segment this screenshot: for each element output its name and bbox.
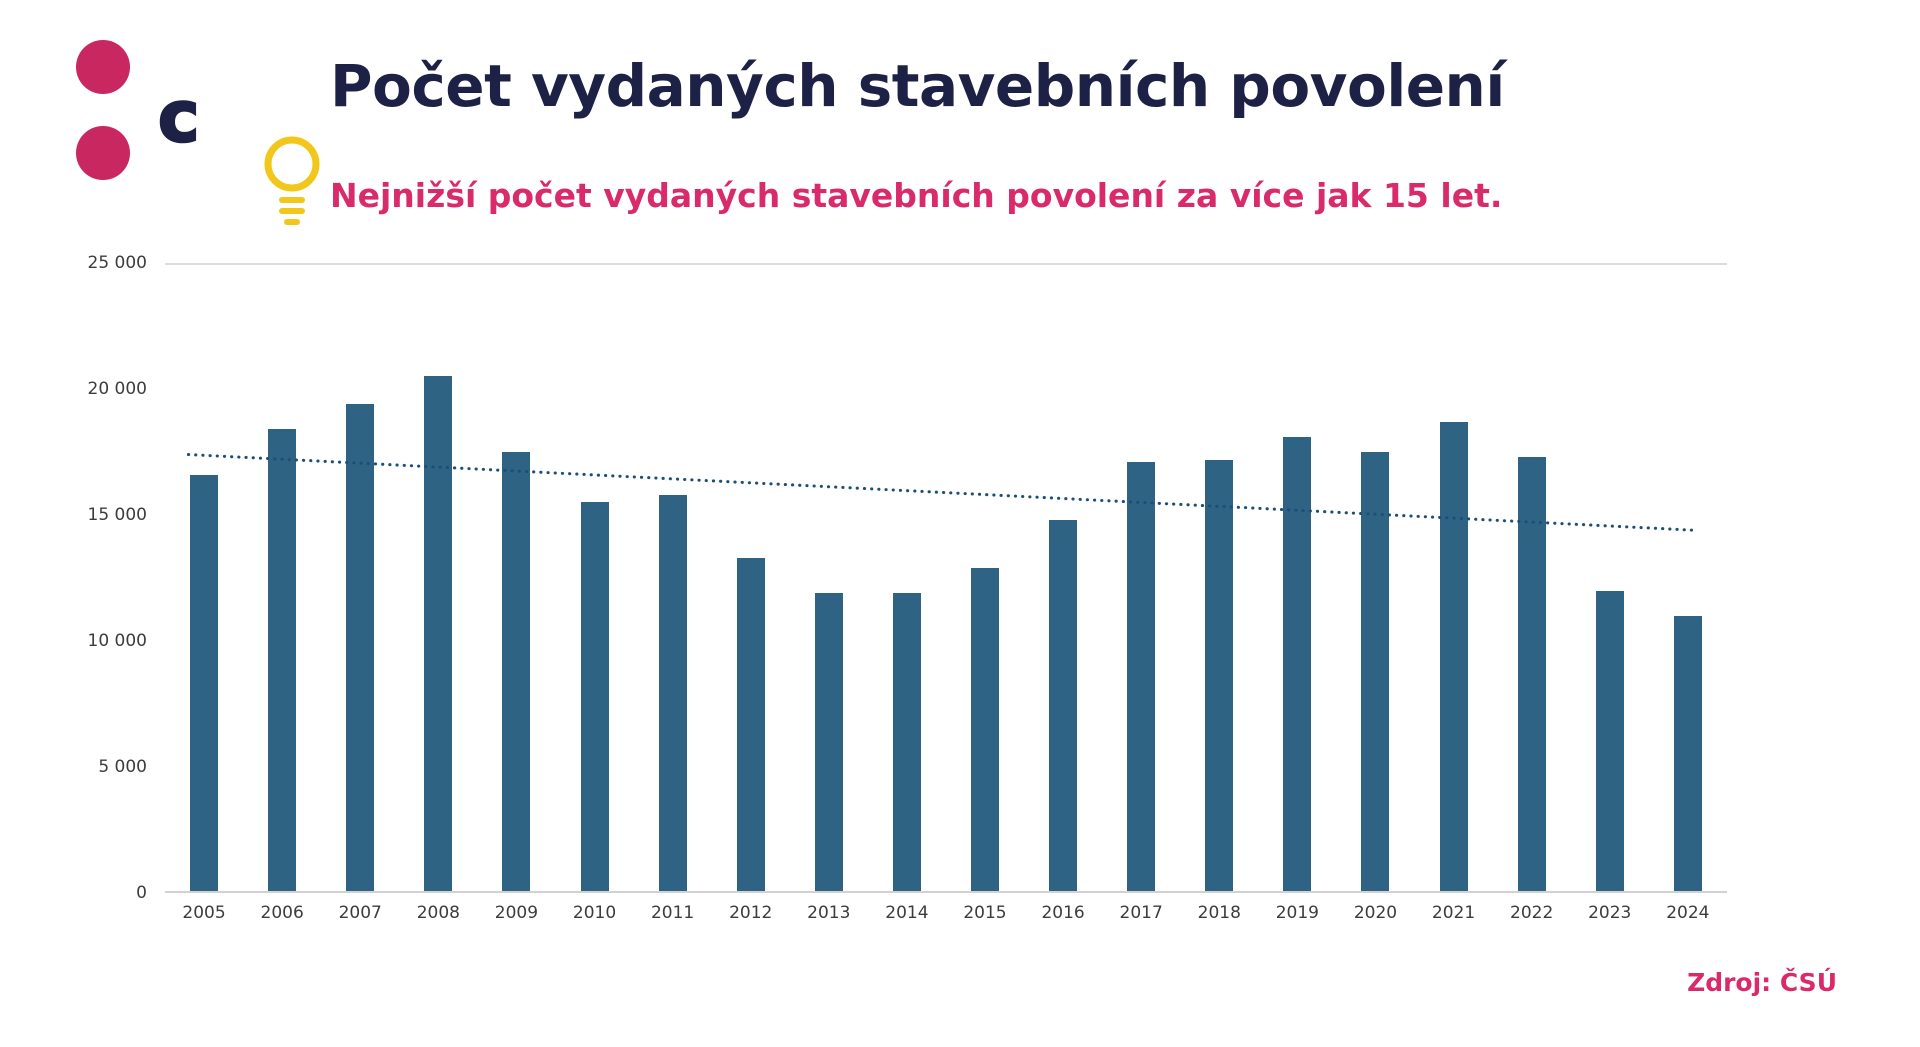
x-tick-label-2010: 2010 (572, 903, 617, 923)
page-title: Počet vydaných stavebních povolení (330, 52, 1505, 120)
bar-2024 (1673, 615, 1702, 893)
bar-2005 (190, 474, 219, 893)
bar-2013 (814, 593, 843, 893)
bar-2017 (1127, 462, 1156, 893)
bar-cell (1180, 263, 1258, 893)
x-tick-label-2015: 2015 (963, 903, 1007, 923)
x-tick-label-2016: 2016 (1041, 903, 1085, 923)
x-tick-label-2008: 2008 (416, 903, 460, 923)
y-axis-labels: 25 000 20 000 15 000 10 000 5 000 0 (40, 253, 147, 903)
x-tick-label-2019: 2019 (1275, 903, 1319, 923)
y-tick-label: 15 000 (87, 505, 147, 525)
bar-cell (946, 263, 1024, 893)
bar-2016 (1049, 520, 1078, 893)
x-tick-label-2024: 2024 (1666, 903, 1710, 923)
x-tick-label-2020: 2020 (1353, 903, 1398, 923)
bar-cell (399, 263, 477, 893)
bar-cell (790, 263, 868, 893)
x-tick-label-2021: 2021 (1431, 903, 1476, 923)
bar-2012 (736, 557, 765, 893)
bar-2006 (268, 429, 297, 893)
logo-dot-bottom-icon (76, 126, 130, 180)
bar-2022 (1517, 457, 1546, 893)
y-tick-label: 20 000 (87, 379, 147, 399)
bar-cell (1649, 263, 1727, 893)
x-tick-label-2023: 2023 (1588, 903, 1632, 923)
bar-2011 (658, 494, 687, 893)
bar-cell (868, 263, 946, 893)
x-tick-label-2012: 2012 (729, 903, 773, 923)
bar-2010 (580, 502, 609, 893)
bar-2008 (424, 376, 453, 893)
bar-cell (1258, 263, 1336, 893)
bar-2023 (1595, 590, 1624, 893)
x-tick-label-2009: 2009 (494, 903, 539, 923)
bar-2009 (502, 452, 531, 893)
bar-cell (1571, 263, 1649, 893)
logo-dot-top-icon (76, 40, 130, 94)
bar-cell (1493, 263, 1571, 893)
bar-cell (1415, 263, 1493, 893)
bar-cell (1102, 263, 1180, 893)
bar-2021 (1439, 421, 1468, 893)
bar-2007 (346, 404, 375, 893)
bar-2014 (892, 593, 921, 893)
bar-2019 (1283, 436, 1312, 893)
x-axis-labels: 2005 2006 2007 2008 2009 2010 2011 2012 2013 2014… (165, 903, 1727, 923)
x-tick-label-2018: 2018 (1197, 903, 1241, 923)
bar-cell (165, 263, 243, 893)
gridline-top (165, 263, 1727, 265)
bar-cell (712, 263, 790, 893)
bar-cell (477, 263, 555, 893)
bar-cell (555, 263, 633, 893)
bar-cell (321, 263, 399, 893)
source-label: Zdroj: ČSÚ (1687, 968, 1837, 997)
x-tick-label-2007: 2007 (338, 903, 382, 923)
x-tick-label-2005: 2005 (182, 903, 226, 923)
bar-2015 (970, 567, 999, 893)
bar-cell (243, 263, 321, 893)
bar-cell (1024, 263, 1102, 893)
bar-2020 (1361, 452, 1390, 893)
x-tick-label-2022: 2022 (1510, 903, 1554, 923)
x-tick-label-2006: 2006 (260, 903, 304, 923)
y-tick-label: 5 000 (98, 757, 147, 777)
x-tick-label-2013: 2013 (807, 903, 851, 923)
subtitle: Nejnižší počet vydaných stavebních povol… (330, 176, 1503, 215)
bar-cell (1336, 263, 1414, 893)
x-tick-label-2014: 2014 (885, 903, 929, 923)
y-tick-label: 10 000 (87, 631, 147, 651)
plot-area (165, 263, 1727, 893)
bar-cell (634, 263, 712, 893)
y-tick-label: 25 000 (87, 253, 147, 273)
x-tick-label-2017: 2017 (1119, 903, 1163, 923)
axis-baseline (165, 891, 1727, 893)
bar-2018 (1205, 459, 1234, 893)
x-tick-label-2011: 2011 (650, 903, 695, 923)
lightbulb-icon (264, 136, 320, 225)
y-tick-label: 0 (136, 883, 147, 903)
logo-letter: c (157, 76, 201, 158)
